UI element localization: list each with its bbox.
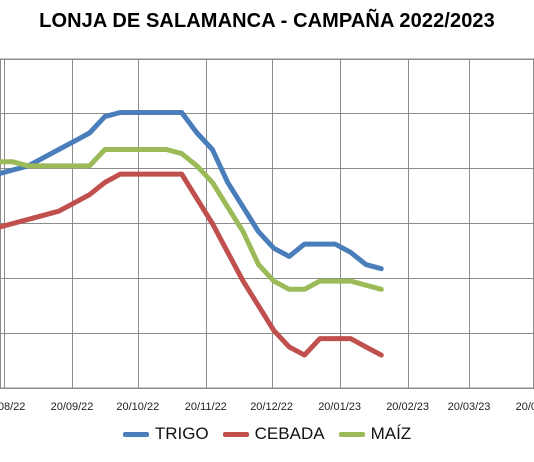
grid: [0, 58, 534, 389]
legend: TRIGO CEBADA MAÍZ: [0, 424, 534, 444]
x-axis-tick-labels: 20/08/22 20/09/22 20/10/22 20/11/22 20/12/22…: [0, 401, 534, 413]
x-tick-label: 20/04/23: [516, 401, 534, 413]
series-line-cebada: [0, 171, 384, 358]
legend-label-cebada: CEBADA: [254, 424, 325, 443]
legend-label-maiz: MAÍZ: [370, 424, 412, 443]
x-tick-label: 20/02/23: [386, 401, 429, 413]
legend-item-trigo: TRIGO: [122, 424, 209, 444]
x-tick-label: 20/10/22: [116, 401, 159, 413]
series-line-maíz: [0, 147, 384, 292]
x-tick-label: 20/01/23: [318, 401, 361, 413]
x-tick-label: 20/11/22: [185, 401, 227, 413]
x-tick-label: 20/09/22: [51, 401, 94, 413]
x-tick-label: 20/12/22: [250, 401, 293, 413]
legend-item-cebada: CEBADA: [222, 424, 325, 444]
series-lines: [0, 110, 384, 358]
legend-swatch-cebada: [222, 431, 249, 437]
x-tick-label: 20/08/22: [0, 401, 25, 413]
x-tick-label: 20/03/23: [448, 401, 491, 413]
series-line-trigo: [0, 110, 384, 272]
legend-swatch-maiz: [338, 431, 365, 437]
legend-label-trigo: TRIGO: [154, 424, 209, 443]
legend-item-maiz: MAÍZ: [338, 424, 412, 444]
chart-title: LONJA DE SALAMANCA - CAMPAÑA 2022/2023: [39, 10, 495, 32]
legend-swatch-trigo: [122, 431, 149, 437]
